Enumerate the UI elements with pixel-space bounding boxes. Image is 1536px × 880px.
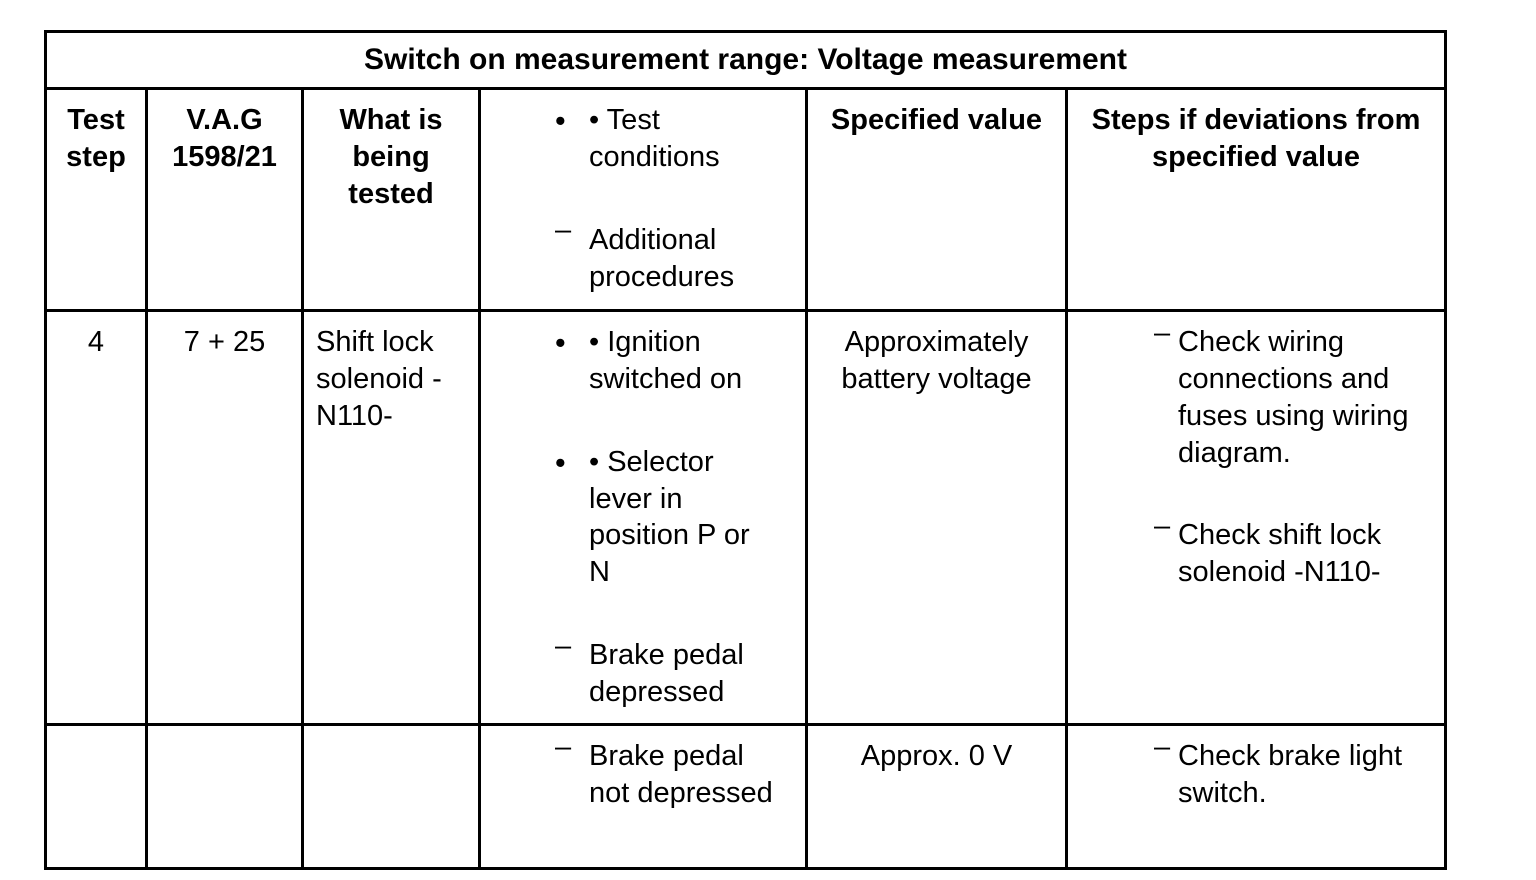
cell-specified-value: Approximately battery voltage (805, 309, 1068, 727)
cell-test-conditions: • • Ignition switched on • • Selector lever… (478, 309, 808, 727)
bullet-icon: • (555, 445, 566, 480)
header-steps-if-deviations: Steps if deviations from specified value (1065, 87, 1447, 313)
list-item: – Brake pedal depressed (555, 630, 777, 711)
list-item-text: • Ignition switched on (589, 326, 743, 395)
list-item: – Additional procedures (555, 214, 777, 296)
cell-steps-if-deviations: – Check wiring connections and fuses usin… (1065, 309, 1447, 727)
list-item-text: Check wiring connections and fuses using… (1178, 326, 1409, 469)
list-item: – Check wiring connections and fuses usin… (1154, 317, 1418, 471)
bullet-icon: • (555, 326, 566, 361)
measurement-table: Switch on measurement range: Voltage mea… (44, 29, 1447, 871)
list-item-text: • Selector lever in position P or N (589, 445, 750, 589)
list-item-text: Check brake light switch. (1178, 740, 1403, 809)
header-test-step: Test step (44, 87, 148, 313)
list-item-text: Additional procedures (589, 223, 735, 293)
list-item: • • Test conditions (555, 102, 777, 176)
list-item: • • Ignition switched on (555, 324, 777, 398)
table-title-row: Switch on measurement range: Voltage mea… (44, 29, 1447, 91)
cell-test-step: 4 (44, 309, 148, 727)
table-header-row: Test step V.A.G 1598/21 What is being te… (44, 87, 1447, 313)
dash-icon: – (555, 214, 572, 247)
header-what-is-being-tested: What is being tested (301, 87, 481, 313)
list-item-text: Brake pedal not depressed (589, 740, 773, 809)
list-item: – Check brake light switch. (1154, 731, 1418, 812)
table-row: 4 7 + 25 Shift lock solenoid - N110- • • … (44, 309, 1447, 727)
cell-vag-value (145, 723, 304, 871)
cell-steps-if-deviations: – Check brake light switch. (1065, 723, 1447, 871)
dash-icon: – (555, 629, 572, 662)
dash-icon: – (1154, 730, 1171, 763)
cell-test-step (44, 723, 148, 871)
list-item-text: • Test conditions (589, 104, 720, 173)
dash-icon: – (1154, 316, 1171, 349)
header-test-conditions: • • Test conditions – Additional procedures (478, 87, 808, 313)
dash-icon: – (1154, 509, 1171, 542)
list-item: • • Selector lever in position P or N (555, 444, 777, 591)
list-item-text: Check shift lock solenoid -N110- (1178, 519, 1382, 589)
list-item: – Brake pedal not depressed (555, 731, 777, 812)
cell-specified-value: Approx. 0 V (805, 723, 1068, 871)
table-row: – Brake pedal not depressed Approx. 0 V –… (44, 723, 1447, 871)
cell-vag-value: 7 + 25 (145, 309, 304, 727)
dash-icon: – (555, 730, 572, 763)
cell-what-tested (301, 723, 481, 871)
list-item: – Check shift lock solenoid -N110- (1154, 510, 1418, 591)
header-vag-1598-21: V.A.G 1598/21 (145, 87, 304, 313)
cell-what-tested: Shift lock solenoid - N110- (301, 309, 481, 727)
header-specified-value: Specified value (805, 87, 1068, 313)
cell-test-conditions: – Brake pedal not depressed (478, 723, 808, 871)
table-title: Switch on measurement range: Voltage mea… (44, 29, 1447, 91)
list-item-text: Brake pedal depressed (589, 639, 744, 708)
bullet-icon: • (555, 104, 566, 139)
